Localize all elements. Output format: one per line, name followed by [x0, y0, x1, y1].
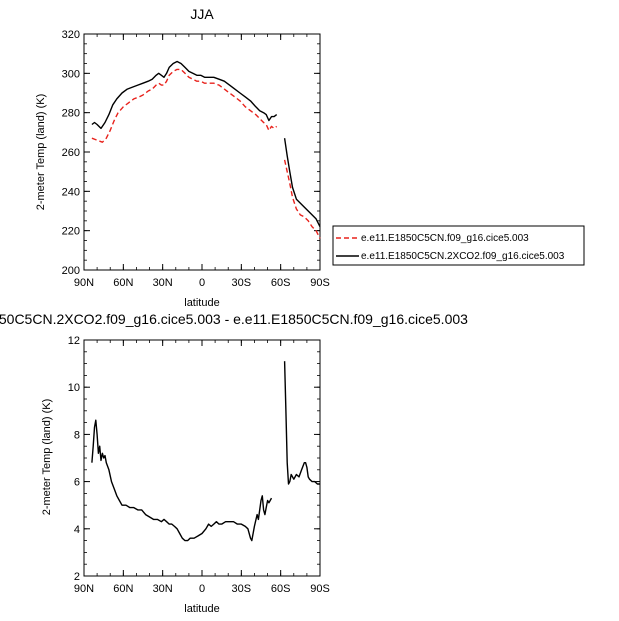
series-line-1	[283, 361, 320, 485]
series-line-1	[283, 159, 321, 239]
y-tick-label: 220	[62, 226, 80, 238]
series-line-2	[91, 60, 278, 130]
x-axis-title-bottom: latitude	[184, 603, 219, 615]
legend-box	[332, 225, 585, 266]
series-line-1	[91, 419, 273, 542]
x-tick-label: 60N	[113, 277, 133, 289]
y-tick-label: 320	[62, 29, 80, 41]
plot-frame	[83, 33, 321, 271]
y-tick-label: 10	[68, 382, 80, 394]
bottom-panel: e.e11.E1850C5CN.2XCO2.f09_g16.cice5.003 …	[0, 311, 468, 615]
x-tick-label: 30S	[232, 583, 252, 595]
x-tick-label: 60S	[271, 583, 291, 595]
x-tick-label: 30N	[153, 583, 173, 595]
legend-label-series-1: e.e11.E1850C5CN.f09_g16.cice5.003	[361, 233, 529, 244]
chart-title-top: JJA	[190, 6, 214, 22]
y-tick-label: 6	[74, 477, 80, 489]
y-axis-title-bottom: 2-meter Temp (land) (K)	[41, 399, 53, 516]
legend-label-series-2: e.e11.E1850C5CN.2XCO2.f09_g16.cice5.003	[361, 251, 565, 262]
y-tick-label: 300	[62, 68, 80, 80]
x-tick-label: 90S	[310, 583, 330, 595]
plot-area-top: 90N 60N 30N 0 30S 60S 90S 200 220 240 260 280 300 320	[62, 29, 330, 289]
x-tick-label: 30S	[232, 277, 252, 289]
x-tick-label: 90S	[310, 277, 330, 289]
legend: e.e11.E1850C5CN.f09_g16.cice5.003 e.e11.…	[332, 225, 585, 266]
plot-area-bottom: 90N 60N 30N 0 30S 60S 90S 2 4 6 8 10 12	[68, 335, 330, 595]
x-tick-label: 60N	[113, 583, 133, 595]
x-tick-label: 0	[199, 583, 205, 595]
y-tick-label: 200	[62, 265, 80, 277]
x-tick-label: 30N	[153, 277, 173, 289]
y-tick-label: 2	[74, 571, 80, 583]
x-tick-label: 90N	[74, 277, 94, 289]
y-tick-label: 12	[68, 335, 80, 347]
x-tick-label: 60S	[271, 277, 291, 289]
y-axis-title-top: 2-meter Temp (land) (K)	[35, 94, 47, 211]
y-tick-label: 280	[62, 108, 80, 120]
chart-title-bottom: e.e11.E1850C5CN.2XCO2.f09_g16.cice5.003 …	[0, 311, 468, 327]
x-axis-title-top: latitude	[184, 297, 219, 309]
y-tick-label: 4	[74, 524, 80, 536]
series-line-1	[91, 68, 278, 143]
y-tick-label: 260	[62, 147, 80, 159]
y-tick-label: 240	[62, 186, 80, 198]
x-tick-label: 0	[199, 277, 205, 289]
series-line-2	[283, 138, 321, 228]
x-tick-label: 90N	[74, 583, 94, 595]
top-panel: JJA 90N 60N 30N 0 30S 60S 90S 200 220 240 260 280 30…	[35, 6, 330, 309]
y-tick-label: 8	[74, 429, 80, 441]
